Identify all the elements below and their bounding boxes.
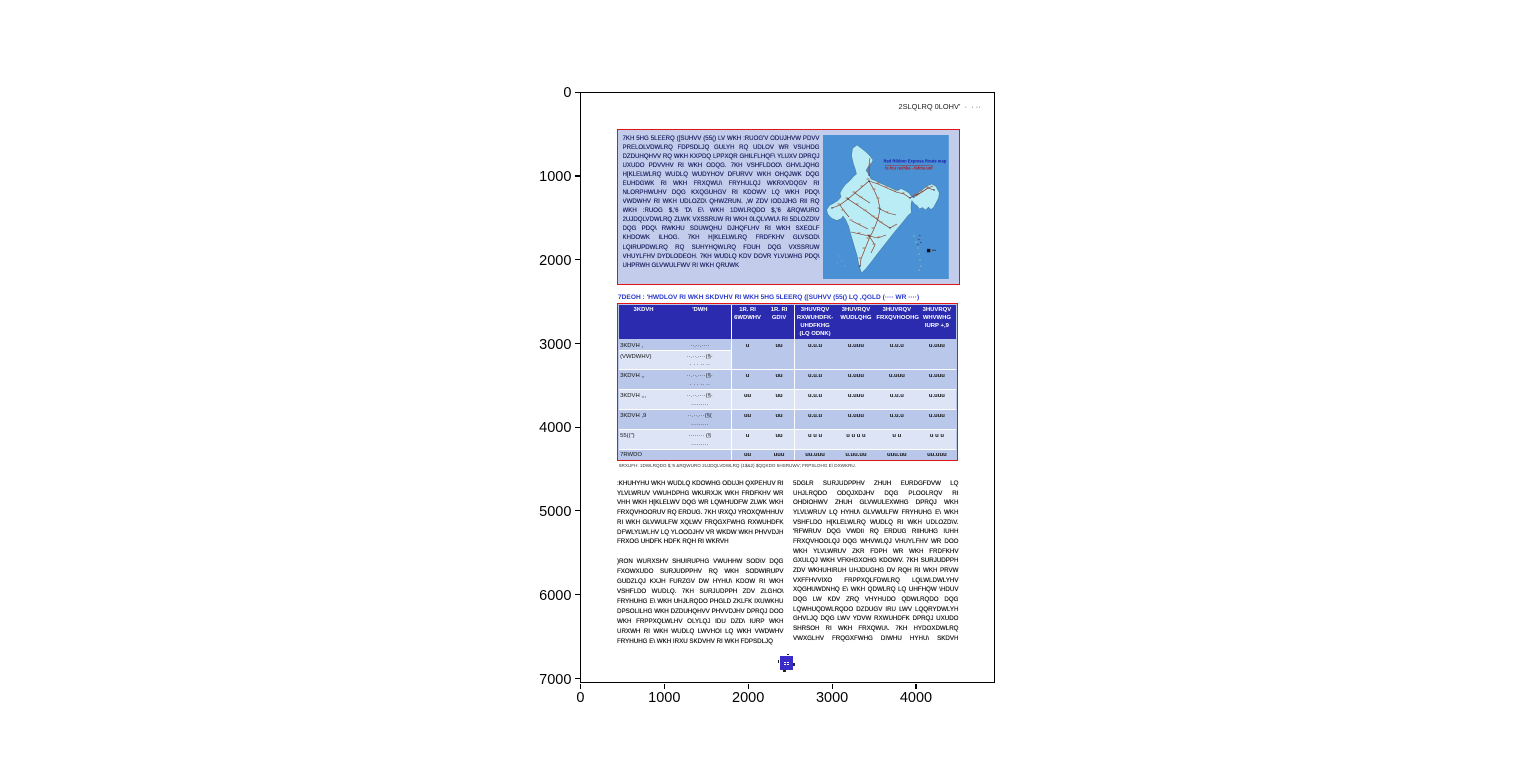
svg-text:ts fcu rachka - fafcta unf: ts fcu rachka - fafcta unf [885, 165, 933, 170]
svg-text:Red Ribbon Express Route map: Red Ribbon Express Route map [883, 158, 946, 163]
